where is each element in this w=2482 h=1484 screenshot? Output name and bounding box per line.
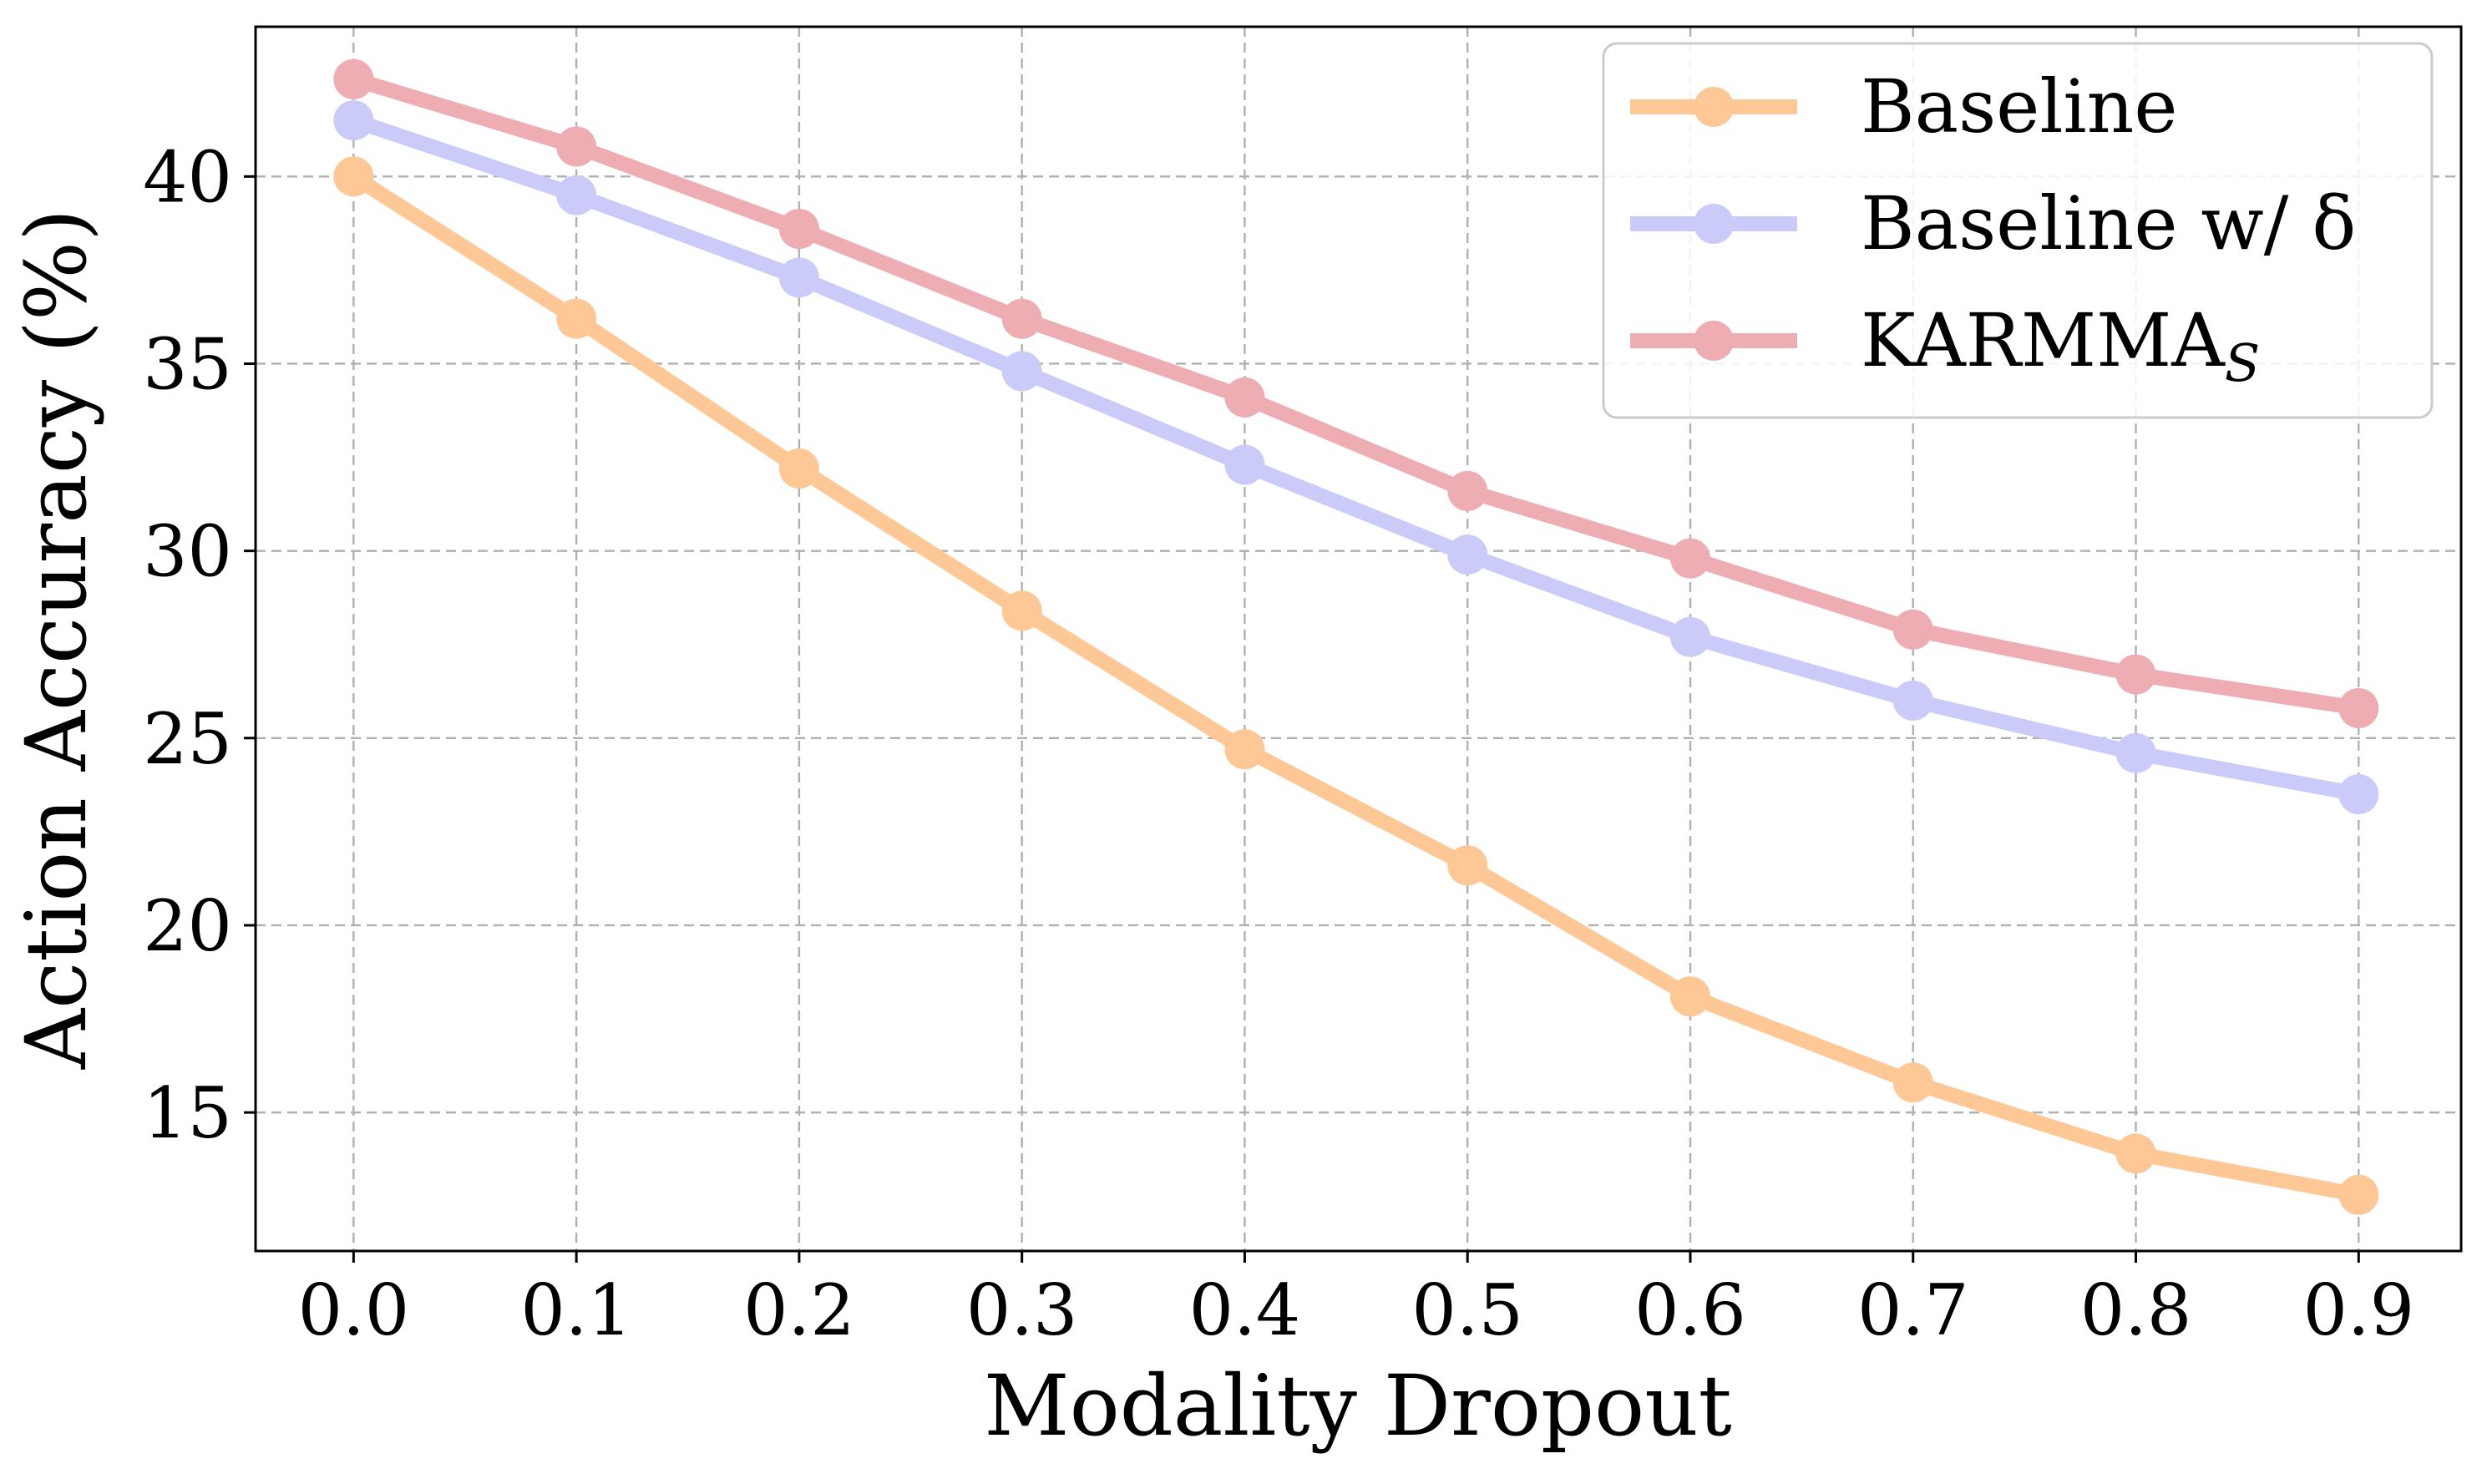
y-tick-label: 40 xyxy=(143,136,232,218)
y-axis-label: Action Accuracy (%) xyxy=(8,209,105,1070)
data-point xyxy=(1224,729,1265,770)
data-point xyxy=(1001,298,1042,339)
x-tick-label: 0.8 xyxy=(2080,1269,2192,1351)
data-point xyxy=(778,257,819,298)
legend-entry: Baseline w/ δ xyxy=(1630,180,2356,266)
data-point xyxy=(1669,616,1710,657)
legend-entry: Baseline xyxy=(1630,63,2177,149)
y-tick-label: 20 xyxy=(143,885,232,967)
data-point xyxy=(333,100,374,141)
legend-label: KARMMAS xyxy=(1861,297,2260,393)
data-point xyxy=(1447,470,1488,511)
data-point xyxy=(778,448,819,489)
y-tick-label: 35 xyxy=(143,323,232,405)
data-point xyxy=(1669,538,1710,579)
legend-entry: KARMMAS xyxy=(1630,297,2260,393)
x-tick-label: 0.4 xyxy=(1189,1269,1301,1351)
data-point xyxy=(1892,1062,1933,1103)
x-tick-label: 0.1 xyxy=(520,1269,632,1351)
series-line xyxy=(346,71,2367,716)
data-point xyxy=(1892,680,1933,721)
legend-frame xyxy=(1602,42,2434,419)
x-tick-label: 0.2 xyxy=(743,1269,855,1351)
data-point xyxy=(1669,976,1710,1017)
data-point xyxy=(1224,377,1265,418)
series-2 xyxy=(333,100,2379,815)
data-point xyxy=(1001,351,1042,392)
x-tick-label: 0.0 xyxy=(298,1269,410,1351)
series-3 xyxy=(333,58,2379,728)
data-point xyxy=(556,175,597,215)
data-point xyxy=(1892,609,1933,650)
legend-swatch-marker xyxy=(1694,321,1734,361)
y-tick-label: 25 xyxy=(143,698,232,780)
x-tick-label: 0.3 xyxy=(966,1269,1078,1351)
grid xyxy=(256,27,2461,1251)
series-layer xyxy=(333,58,2379,1215)
x-tick-label: 0.5 xyxy=(1411,1269,1523,1351)
data-point xyxy=(1447,845,1488,886)
data-point xyxy=(1447,534,1488,575)
data-point xyxy=(2115,732,2156,773)
y-tick-label: 15 xyxy=(143,1072,232,1154)
x-tick-label: 0.9 xyxy=(2302,1269,2414,1351)
series-line xyxy=(346,169,2367,1203)
data-point xyxy=(556,298,597,339)
series-line xyxy=(346,113,2367,803)
data-point xyxy=(778,209,819,250)
data-point xyxy=(2115,1133,2156,1174)
data-point xyxy=(1001,590,1042,631)
axis-ticks: 0.0 0.1 0.2 0.3 0.4 0.5 0.6 0.7 0.8 0.9 15 20 25 30 35… xyxy=(143,136,2414,1351)
data-point xyxy=(333,58,374,99)
legend-label-subscript: S xyxy=(2225,332,2260,393)
legend-label: Baseline xyxy=(1861,63,2177,149)
data-point xyxy=(2338,1174,2379,1215)
data-point xyxy=(333,156,374,197)
legend-swatch-marker xyxy=(1694,87,1734,127)
series-1 xyxy=(333,156,2379,1215)
y-tick-label: 30 xyxy=(143,511,232,593)
data-point xyxy=(2338,687,2379,728)
data-point xyxy=(2115,654,2156,695)
x-tick-label: 0.7 xyxy=(1857,1269,1969,1351)
plot-frame xyxy=(254,25,2463,1253)
data-point xyxy=(2338,774,2379,815)
data-point xyxy=(1224,444,1265,485)
x-axis-label: Modality Dropout xyxy=(984,1357,1732,1455)
x-tick-label: 0.6 xyxy=(1634,1269,1746,1351)
data-point xyxy=(556,126,597,167)
legend-swatch-marker xyxy=(1694,204,1734,244)
legend-label: Baseline w/ δ xyxy=(1861,180,2356,266)
legend: Baseline Baseline w/ δ KARMMAS xyxy=(1602,42,2434,419)
